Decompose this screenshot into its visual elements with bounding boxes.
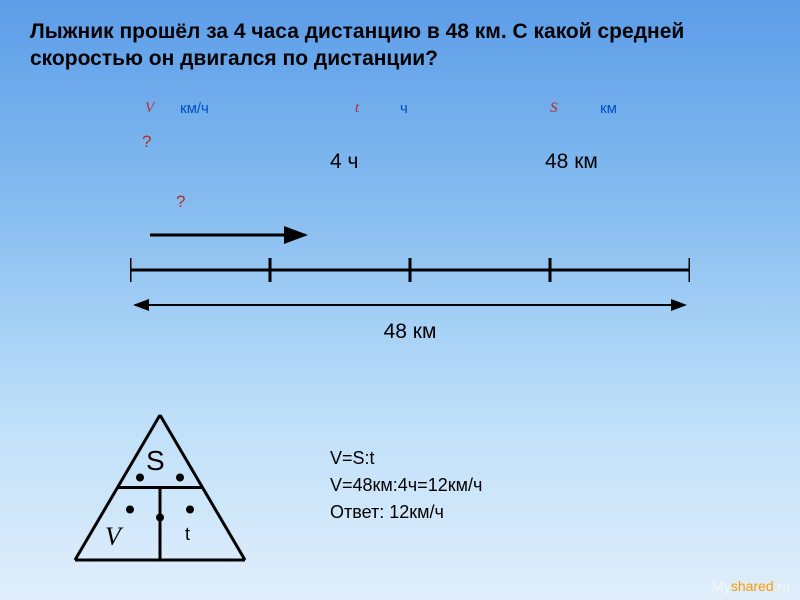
header-t-unit: ч: [400, 100, 408, 117]
header-t-symbol: t: [355, 100, 359, 117]
solution-block: V=S:t V=48км:4ч=12км/ч Ответ: 12км/ч: [330, 445, 482, 526]
qmark-speed: ?: [176, 192, 185, 212]
solution-line-2: V=48км:4ч=12км/ч: [330, 472, 482, 499]
watermark-my: My: [712, 578, 731, 594]
numberline-diagram: 48 км: [130, 210, 690, 340]
header-v-symbol: V: [145, 100, 154, 117]
svg-text:V: V: [105, 522, 124, 551]
problem-question: Лыжник прошёл за 4 часа дистанцию в 48 к…: [30, 18, 770, 73]
total-distance-label: 48 км: [384, 320, 437, 344]
value-t: 4 ч: [330, 150, 358, 174]
header-v-unit: км/ч: [180, 100, 209, 117]
triangle-svg: S Vt: [70, 410, 250, 565]
svg-text:S: S: [146, 445, 165, 476]
header-s-unit: км: [600, 100, 617, 117]
watermark-shared: shared: [731, 578, 774, 594]
solution-line-3: Ответ: 12км/ч: [330, 499, 482, 526]
value-s: 48 км: [545, 150, 598, 174]
watermark: Myshared.ru: [712, 578, 790, 594]
value-v-qmark: ?: [142, 132, 151, 152]
watermark-ru: .ru: [774, 578, 790, 594]
formula-triangle: S Vt: [70, 410, 250, 565]
header-s-symbol: S: [550, 100, 558, 117]
solution-line-1: V=S:t: [330, 445, 482, 472]
svg-text:t: t: [185, 524, 190, 544]
